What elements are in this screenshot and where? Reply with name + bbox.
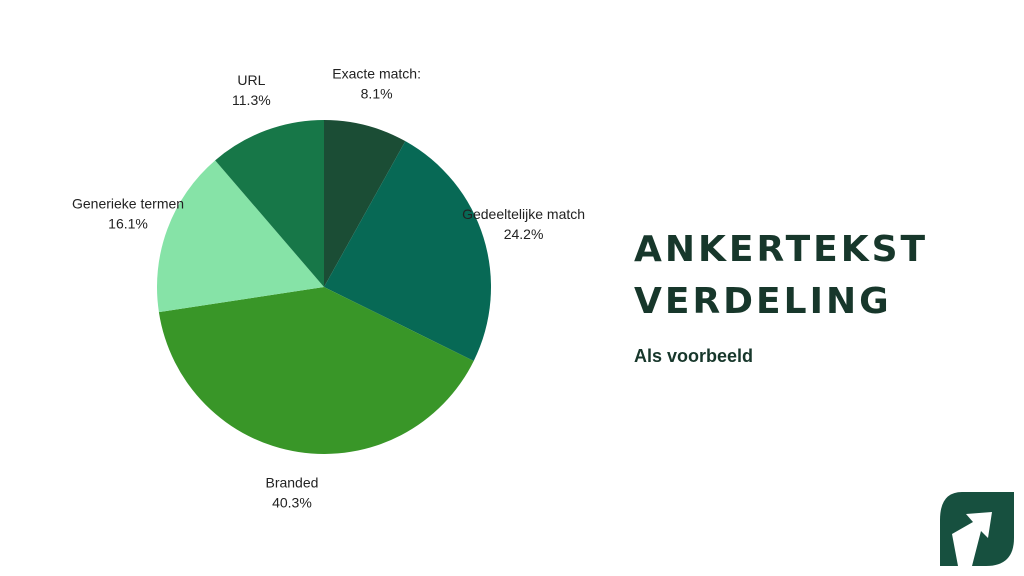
pie-slice-url <box>215 120 324 287</box>
slice-value-label-exacte-match: 8.1% <box>361 86 393 102</box>
slice-name-label-gedeeltelijke-match: Gedeeltelijke match <box>462 206 585 222</box>
arrow-leaf-logo-icon <box>940 492 1014 566</box>
slice-value-label-gedeeltelijke-match: 24.2% <box>504 226 544 242</box>
chart-title-line-1: ANKERTEKST <box>634 229 929 270</box>
pie-slice-generieke-termen <box>157 160 324 313</box>
pie-slice-gedeeltelijke-match <box>324 141 491 361</box>
slice-value-label-generieke-termen: 16.1% <box>108 215 148 231</box>
slice-name-label-url: URL <box>237 72 265 88</box>
slice-name-label-generieke-termen: Generieke termen <box>72 195 184 211</box>
slice-value-label-url: 11.3% <box>232 92 271 108</box>
pie-slice-exacte-match <box>324 120 406 287</box>
slice-name-label-exacte-match: Exacte match: <box>332 66 421 82</box>
pie-chart: Exacte match: 8.1% Gedeeltelijke match 24.2… <box>72 66 585 511</box>
title-block: ANKERTEKST VERDELING Als voorbeeld <box>634 224 928 367</box>
slice-value-label-branded: 40.3% <box>272 495 312 511</box>
pie-slice-branded <box>158 287 474 455</box>
slice-name-label-branded: Branded <box>265 475 318 491</box>
chart-title-line-2: VERDELING <box>634 281 892 322</box>
chart-subtitle: Als voorbeeld <box>634 346 754 366</box>
